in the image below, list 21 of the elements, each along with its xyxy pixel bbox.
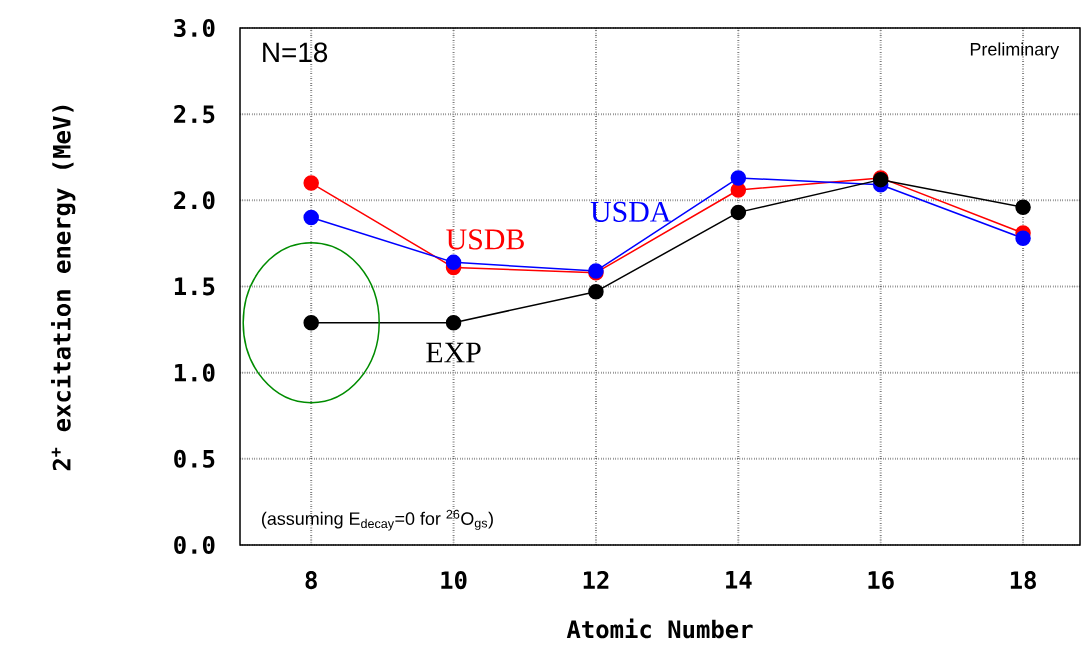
annotation: N=18: [263, 42, 328, 63]
y-tick-label: 2.0: [174, 191, 215, 210]
x-tick-label: 14: [726, 571, 752, 589]
y-tick-label: 1.5: [174, 277, 215, 296]
x-tick-label: 18: [1010, 571, 1036, 590]
y-tick-label: 0.0: [174, 535, 215, 555]
y-tick-label: 3.0: [174, 18, 215, 38]
x-tick-label: 12: [583, 571, 609, 589]
x-tick-label: 8: [305, 571, 317, 590]
x-tick-label: 16: [868, 571, 894, 590]
y-axis-title: 2$^{+}$ excitation energy (MeV): [50, 105, 76, 471]
series-label: EXP: [426, 342, 481, 363]
annotation: Preliminary: [970, 42, 1060, 60]
x-tick-label: 10: [441, 571, 467, 590]
y-tick-label: 1.0: [174, 363, 215, 382]
y-tick-label: 0.5: [174, 449, 215, 468]
series-label: USDB: [446, 229, 524, 250]
annotation: (assuming E$_{decay}$=0 for $^{26}$O$_{gs}$): [261, 509, 493, 531]
y-tick-label: 2.5: [174, 105, 215, 124]
x-axis-title: Atomic Number: [566, 618, 753, 639]
series-label: USDA: [590, 201, 672, 222]
